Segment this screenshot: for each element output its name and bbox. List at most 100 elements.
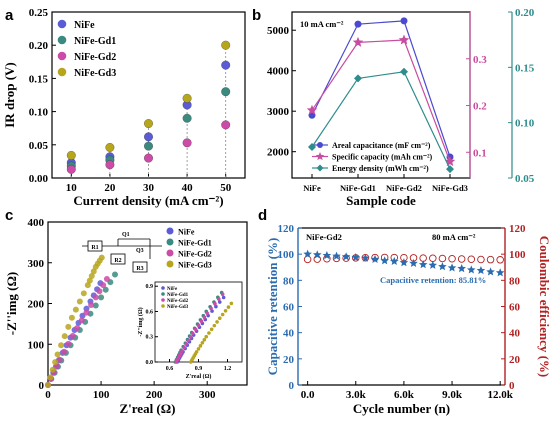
panel-c-y-tick-label: 0 (39, 380, 45, 392)
panel-a-chart: 10 20 30 40 50 0.00 0.05 0.10 0.15 0.20 0.25 Curren… (2, 7, 246, 208)
panel-c-point-nife-gd3 (84, 282, 91, 289)
panel-d-point-retention (467, 265, 476, 274)
panel-c-x-axis-label: Z'real (Ω) (119, 401, 175, 416)
panel-d-point-coulombic (496, 256, 504, 264)
panel-c-point-nife-gd3 (80, 290, 87, 297)
panel-d-yleft-tick-label: 120 (278, 223, 295, 235)
panel-b-legend-marker (317, 142, 323, 148)
panel-d-point-retention (380, 256, 389, 265)
panel-b-annotation: 10 mA cm⁻² (300, 19, 344, 29)
panel-label-a: a (5, 7, 14, 24)
panel-c-inset-y-label: -Z''img (Ω) (137, 307, 144, 336)
panel-b-yright2-tick-label: 0.15 (515, 62, 535, 74)
panel-d-yleft-axis-label: Capacitive retention (%) (265, 238, 280, 376)
panel-c-point-nife-gd2 (103, 276, 110, 283)
panel-c-inset-point (220, 312, 225, 317)
panel-d-yleft-tick-label: 60 (283, 302, 295, 314)
panel-d-point-coulombic (429, 254, 437, 262)
panel-a-legend-marker (57, 19, 67, 29)
panel-c-inset-y-tick-label: 0.6 (146, 309, 154, 315)
circuit-q1-label: Q1 (122, 232, 130, 238)
panel-c-x-tick-label: 0 (45, 389, 51, 401)
panel-c-inset-point (205, 311, 209, 315)
panel-d-point-retention (303, 249, 312, 258)
panel-b-point-energy (400, 67, 408, 76)
panel-c-circuit: R1 Q1 R2 Q3 R3 (82, 232, 162, 273)
panel-c-inset-point (229, 301, 234, 306)
panel-c-point-nife-gd3 (90, 268, 97, 275)
panel-b-point-specific (352, 36, 364, 47)
panel-c-point-nife-gd3 (61, 333, 68, 340)
panel-a-point-nife-gd1 (221, 87, 231, 97)
panel-c-inset-legend-marker (161, 304, 165, 308)
panel-b-legend-marker (315, 152, 325, 161)
panel-c-inset-legend-label: NiFe-Gd1 (167, 293, 189, 298)
panel-a-point-nife-gd1 (182, 113, 192, 123)
panel-c-y-tick-label: 300 (28, 258, 45, 270)
panel-c-legend-marker (166, 260, 174, 268)
panel-b-point-energy (354, 74, 362, 83)
panel-c-point-nife-gd2 (92, 294, 99, 301)
circuit-r1-label: R1 (91, 245, 98, 251)
panel-d-point-retention (476, 266, 486, 275)
panel-d-point-retention (428, 260, 438, 269)
panel-c-inset-point (182, 345, 186, 350)
panel-c-legend-marker (166, 227, 174, 235)
panel-d-yright-tick-label: 80 (509, 275, 521, 287)
panel-c-x-tick-label: 200 (146, 389, 163, 401)
panel-a-y-tick-label: 0.05 (29, 140, 49, 152)
panel-c-point-nife-gd2 (74, 324, 81, 331)
panel-a-legend-label: NiFe (74, 20, 95, 31)
circuit-r3-label: R3 (136, 266, 143, 272)
panel-d-x-tick-label: 3.0k (346, 389, 367, 401)
panel-a-legend-marker (57, 51, 67, 61)
panel-c-inset-x-label: Z'real (Ω) (186, 373, 212, 380)
panel-c-point-nife-gd1 (111, 271, 118, 278)
panel-d-title: NiFe-Gd2 (306, 232, 342, 242)
panel-b-yright2-tick-label: 0.10 (515, 118, 535, 130)
panel-c-x-tick-label: 300 (199, 389, 216, 401)
panel-a-point-nife-gd2 (221, 120, 231, 130)
panel-c-inset-point (199, 319, 204, 324)
panel-d-point-retention (495, 268, 505, 277)
panel-c-point-nife-gd3 (72, 306, 79, 313)
panel-c-inset-point (202, 315, 207, 320)
panel-c-inset-point (188, 335, 193, 339)
panel-b-legend-label: Areal capacitance (mF cm⁻²) (332, 141, 431, 150)
panel-b-yright1-tick-label: 0.2 (473, 101, 487, 113)
panel-c-chart: 0 100 200 300 0 100 200 300 400 Z'real (Ω) -Z''img… (4, 217, 248, 416)
panel-b-series-line (311, 71, 451, 170)
panel-b-legend-marker (316, 164, 324, 172)
panel-d-x-axis-label: Cycle number (n) (353, 401, 450, 416)
panel-a-point-nife (221, 60, 231, 70)
panel-a-y-tick-label: 0.15 (29, 73, 49, 85)
panel-d-x-tick-label: 0.0 (301, 389, 315, 401)
panel-c-legend-marker (166, 238, 174, 246)
panel-b-yright2-tick-label: 0.05 (515, 173, 535, 185)
panel-c-inset-x-tick-label: 0.6 (166, 366, 174, 372)
panel-b-yright2-tick-label: 0.20 (515, 7, 535, 19)
panel-c-point-nife-gd3 (76, 298, 83, 305)
panel-a-y-tick-label: 0.10 (29, 107, 49, 119)
panel-d-yleft-tick-label: 100 (278, 249, 295, 261)
panel-c-inset-y-tick-label: 0.9 (146, 284, 154, 290)
panel-b-yleft-tick-label: 4000 (267, 66, 290, 78)
panel-c-inset-y-tick-label: 0.3 (146, 335, 154, 341)
panel-d-point-retention (341, 252, 351, 261)
panel-d-point-retention (486, 267, 495, 276)
panel-c-inset-point (204, 334, 209, 339)
panel-c-inset-legend-label: NiFe (167, 287, 178, 292)
panel-c-inset-point (215, 320, 219, 324)
panel-d-point-retention (370, 254, 380, 264)
panel-b-point-specific (306, 104, 318, 115)
panel-c-point-nife-gd2 (56, 356, 63, 363)
panel-b-yleft-tick-label: 5000 (267, 25, 290, 37)
panel-d-point-retention (457, 264, 466, 273)
panel-b-point-energy (308, 143, 316, 152)
panel-d-point-coulombic (467, 255, 476, 264)
panel-d-point-retention (312, 250, 322, 259)
panel-c-y-tick-label: 400 (28, 217, 45, 229)
panel-c-point-nife-gd1 (98, 294, 105, 301)
panel-d-yright-tick-label: 100 (509, 249, 526, 261)
panel-c-inset-x-tick-label: 1.2 (224, 366, 232, 372)
